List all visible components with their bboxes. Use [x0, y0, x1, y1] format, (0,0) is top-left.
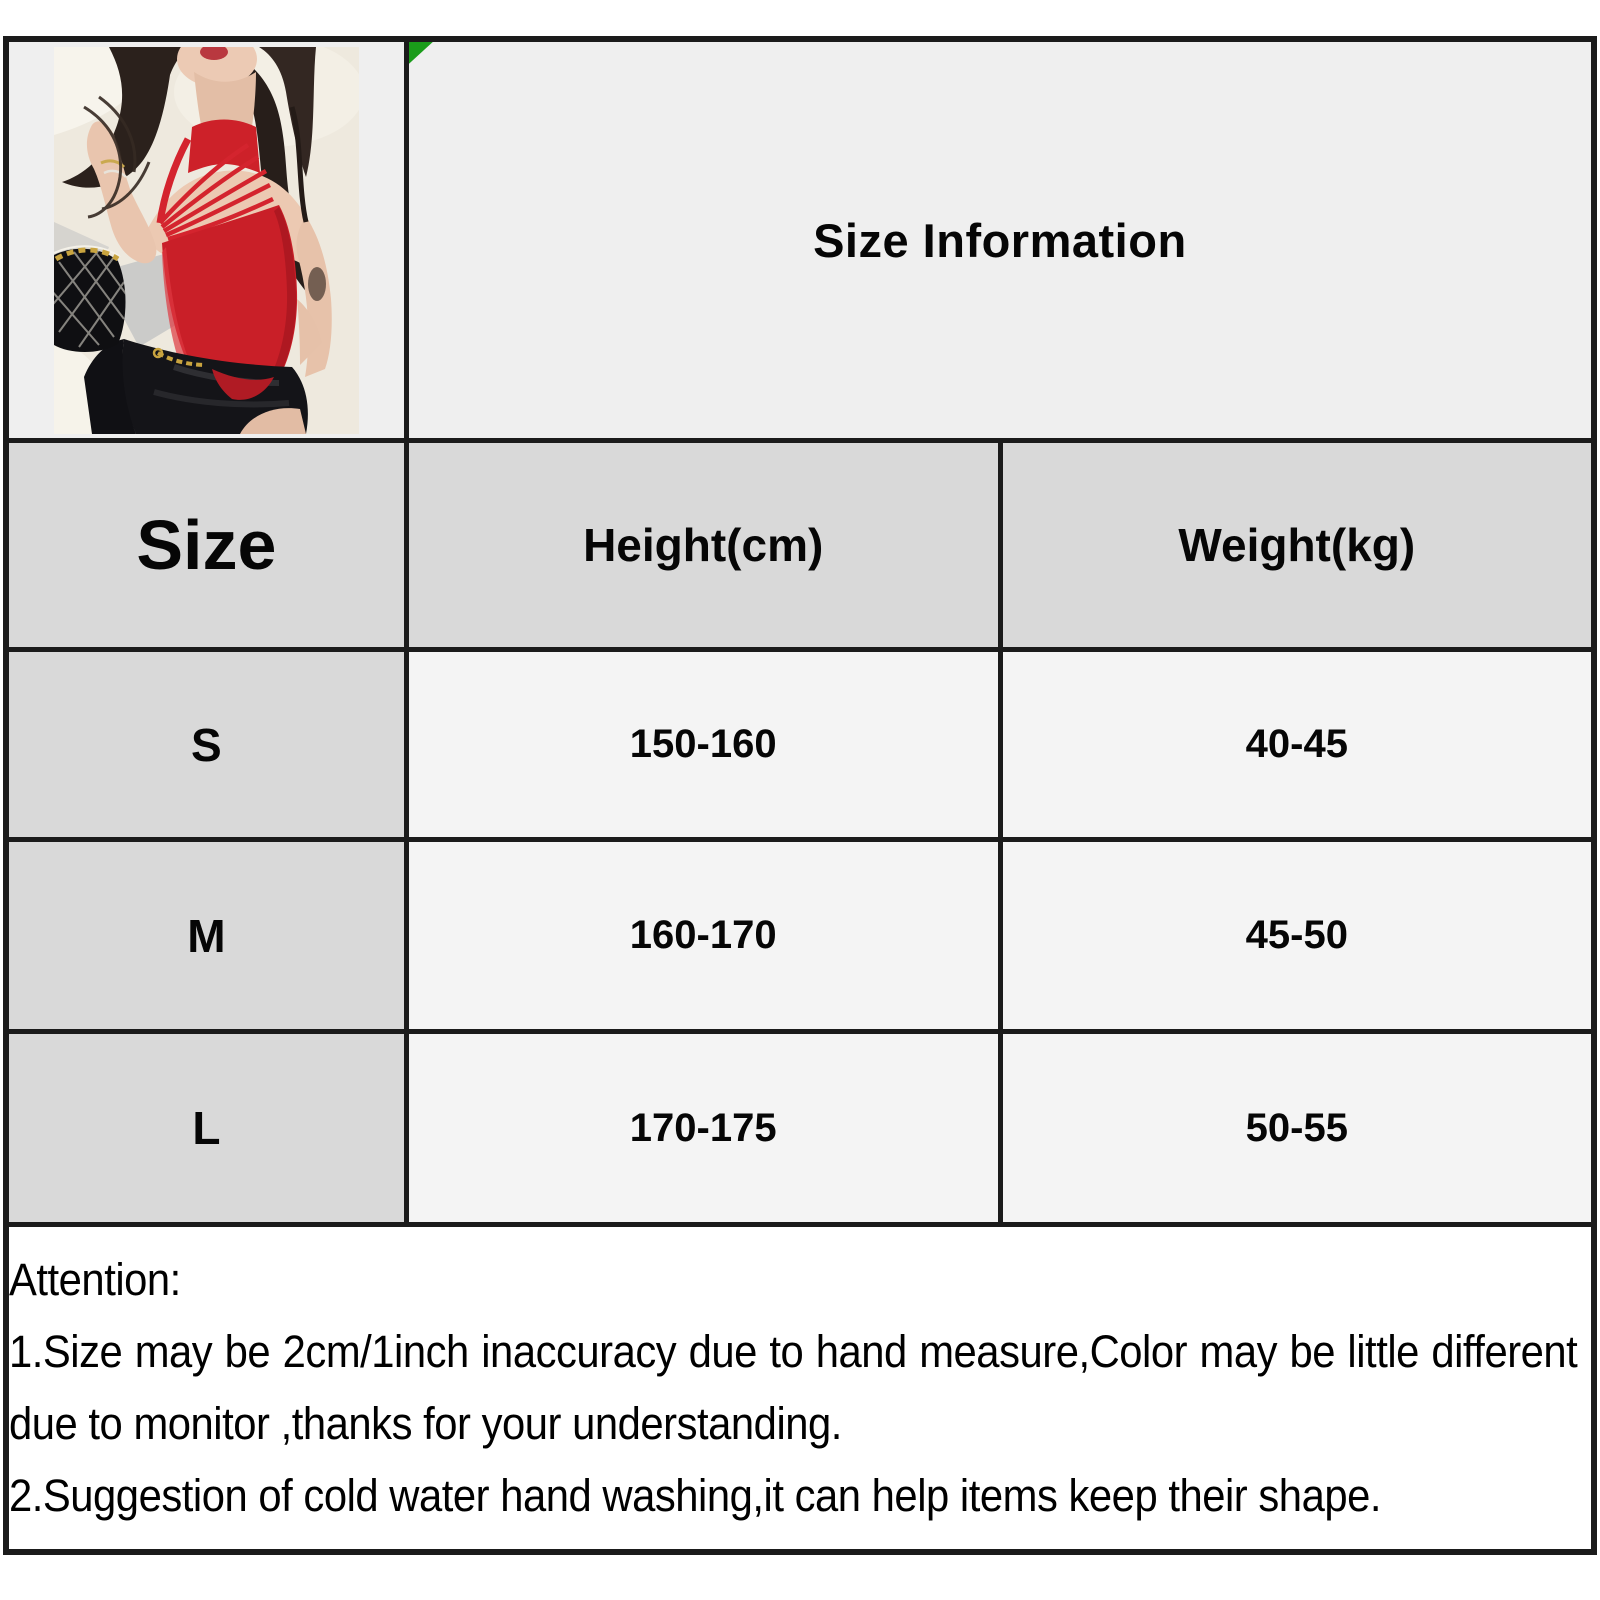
- height-cell-l: 170-175: [403, 1029, 1003, 1227]
- height-cell-s: 150-160: [403, 647, 1003, 842]
- green-corner-marker: [411, 43, 433, 64]
- title-cell: Size Information: [403, 36, 1597, 443]
- product-photo: [53, 46, 359, 434]
- size-cell-s: S: [3, 647, 409, 842]
- product-photo-cell: [3, 36, 409, 443]
- table-row-s: S 150-160 40-45: [3, 647, 1597, 842]
- attention-note-1: 1.Size may be 2cm/1inch inaccuracy due t…: [9, 1326, 1578, 1449]
- size-chart-table: Size Information Size Height(cm) Weight(…: [3, 36, 1597, 1555]
- attention-note-2: 2.Suggestion of cold water hand washing,…: [9, 1470, 1381, 1521]
- page-title: Size Information: [813, 213, 1187, 267]
- weight-cell-s: 40-45: [997, 647, 1597, 842]
- column-header-weight: Weight(kg): [997, 438, 1597, 652]
- attention-text-block: Attention: 1.Size may be 2cm/1inch inacc…: [9, 1244, 1578, 1532]
- table-row-m: M 160-170 45-50: [3, 837, 1597, 1034]
- table-row-l: L 170-175 50-55: [3, 1029, 1597, 1227]
- column-header-height: Height(cm): [403, 438, 1003, 652]
- title-row: Size Information: [3, 36, 1597, 443]
- attention-row: Attention: 1.Size may be 2cm/1inch inacc…: [3, 1222, 1597, 1555]
- column-header-size: Size: [3, 438, 409, 652]
- size-cell-l: L: [3, 1029, 409, 1227]
- weight-cell-l: 50-55: [997, 1029, 1597, 1227]
- attention-section: Attention: 1.Size may be 2cm/1inch inacc…: [3, 1222, 1597, 1555]
- size-cell-m: M: [3, 837, 409, 1034]
- weight-cell-m: 45-50: [997, 837, 1597, 1034]
- height-cell-m: 160-170: [403, 837, 1003, 1034]
- attention-heading: Attention:: [9, 1254, 181, 1305]
- header-row: Size Height(cm) Weight(kg): [3, 438, 1597, 652]
